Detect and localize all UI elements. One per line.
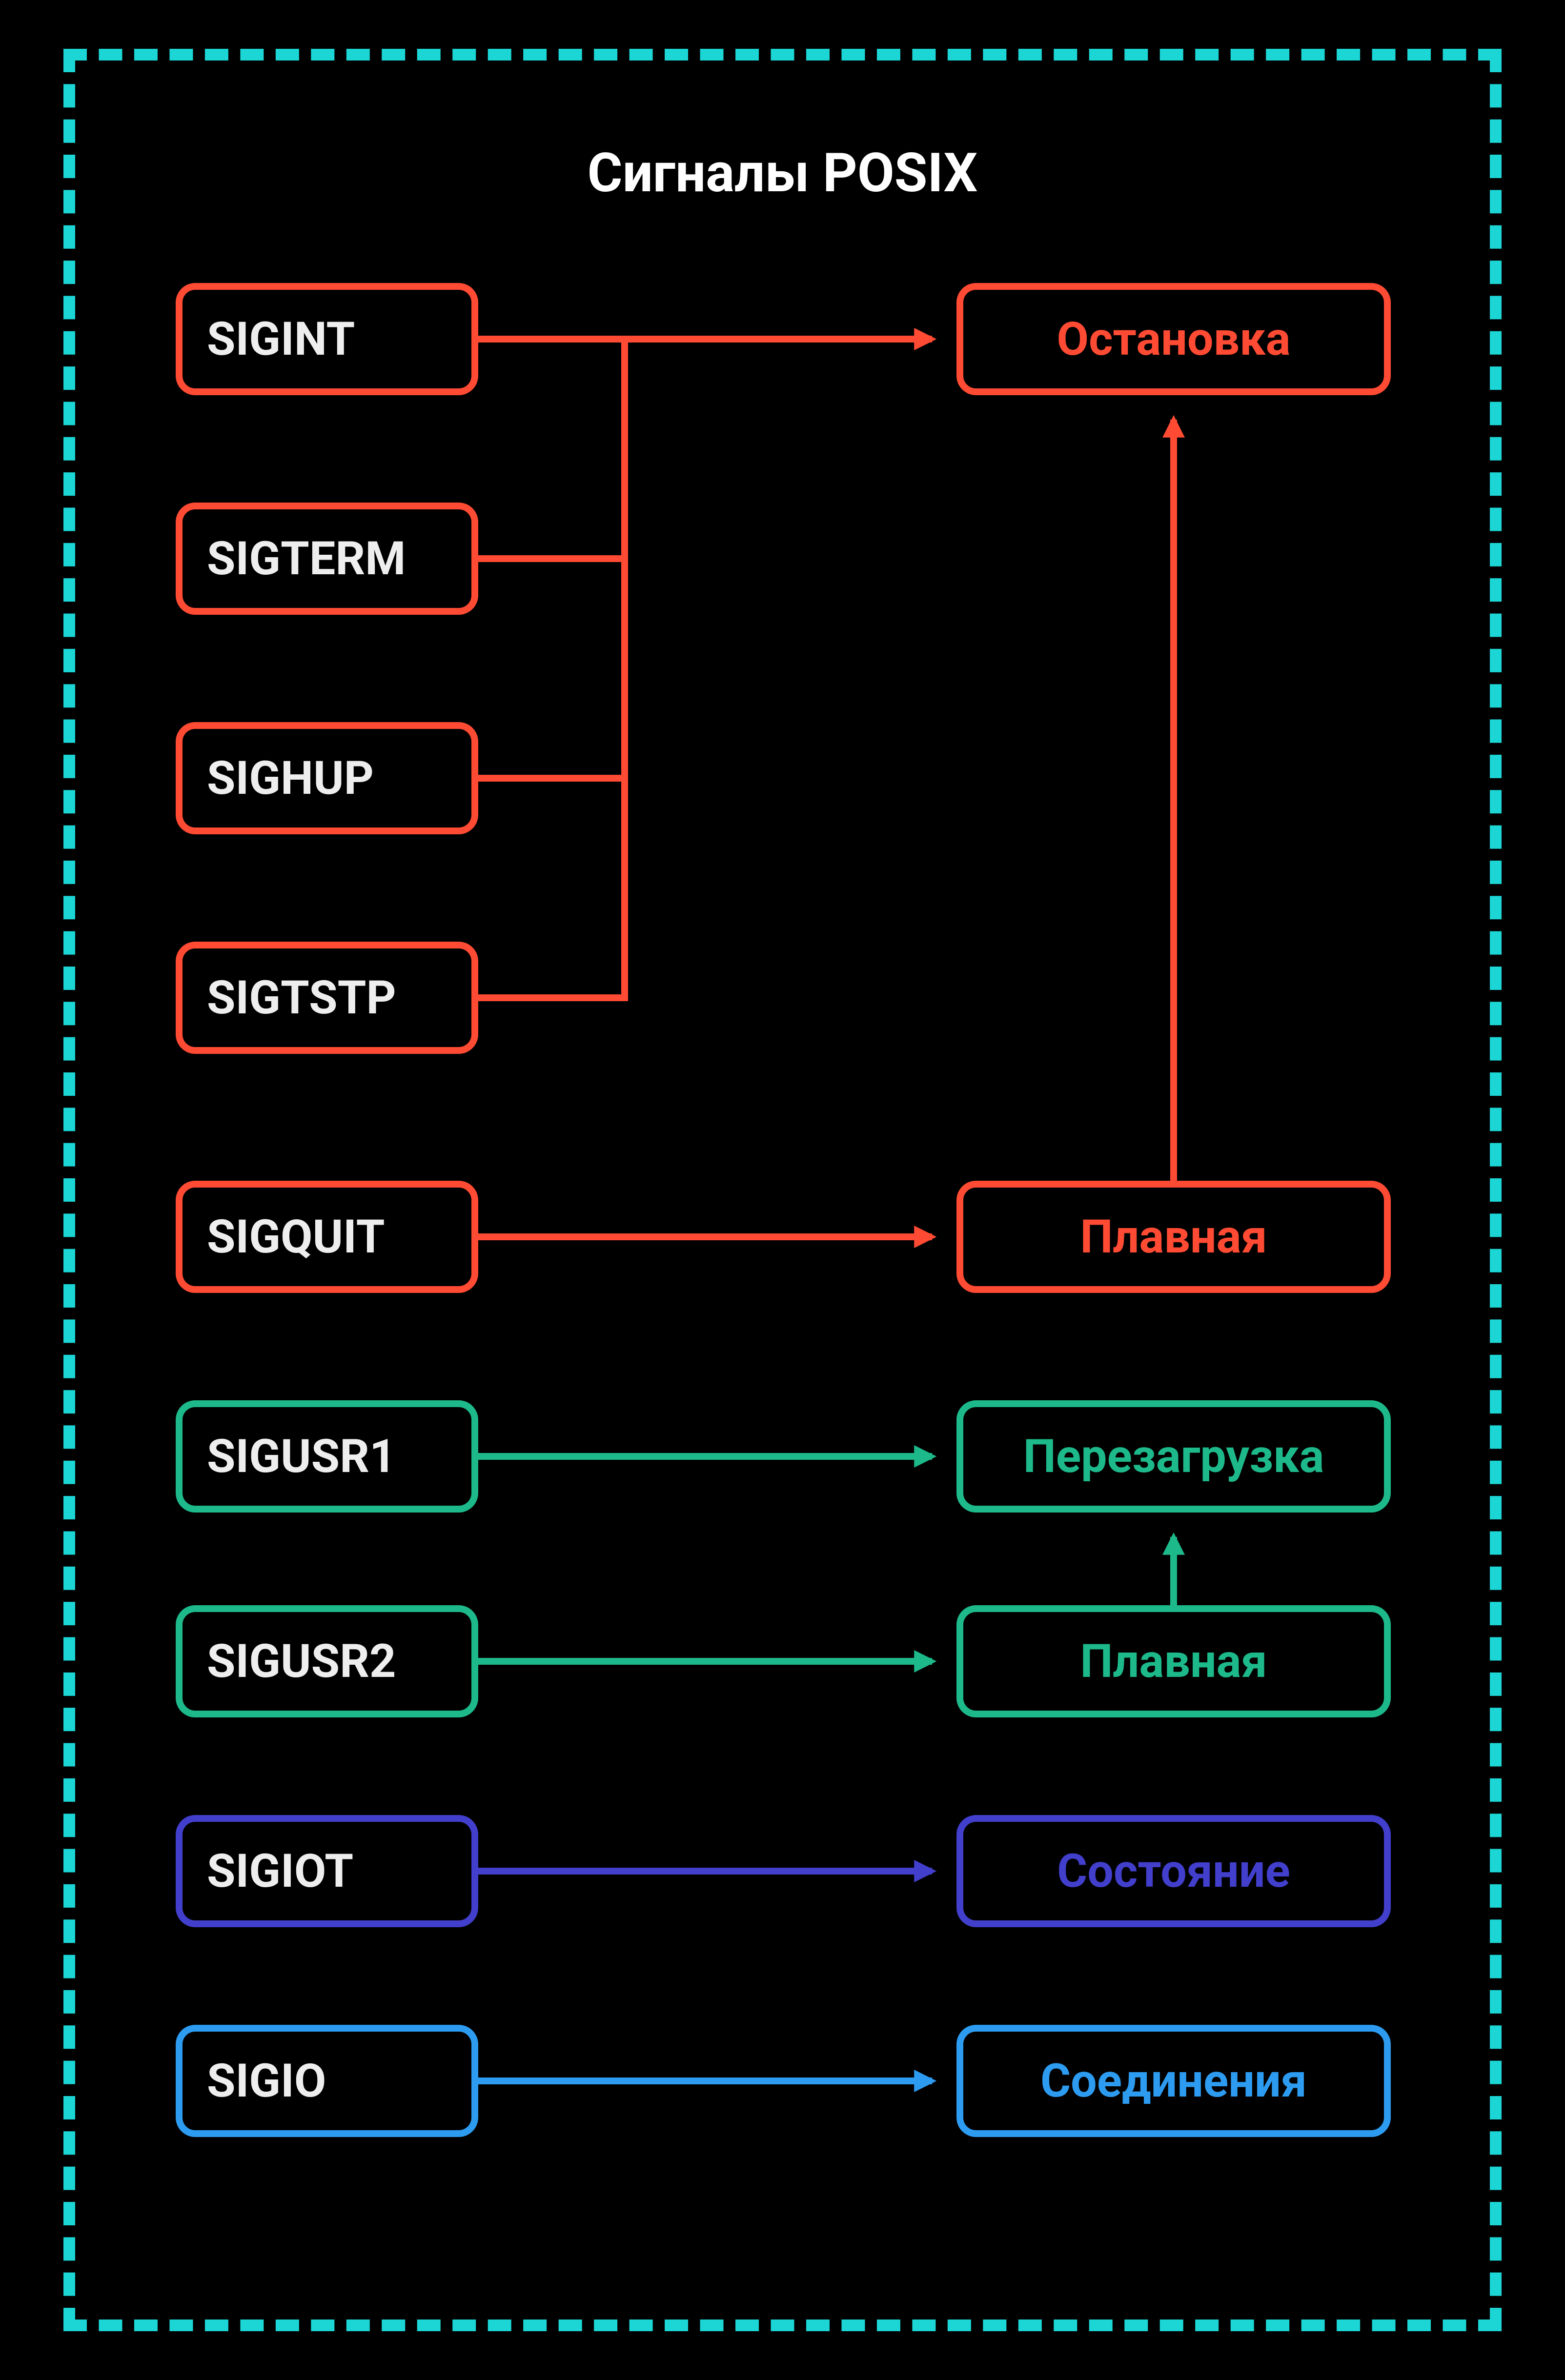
node-label-stop: Остановка bbox=[1057, 312, 1291, 366]
node-smooth1: Плавная bbox=[956, 1181, 1391, 1293]
node-label-smooth2: Плавная bbox=[1080, 1634, 1267, 1689]
node-smooth2: Плавная bbox=[956, 1605, 1391, 1717]
node-label-conn: Соединения bbox=[1040, 2054, 1307, 2108]
node-label-sigusr2: SIGUSR2 bbox=[207, 1634, 396, 1689]
node-sigquit: SIGQUIT bbox=[176, 1181, 478, 1293]
node-sigiot: SIGIOT bbox=[176, 1815, 478, 1927]
node-sigio: SIGIO bbox=[176, 2025, 478, 2137]
node-label-sigio: SIGIO bbox=[207, 2054, 326, 2108]
node-label-sigquit: SIGQUIT bbox=[207, 1210, 385, 1264]
node-conn: Соединения bbox=[956, 2025, 1391, 2137]
node-stop: Остановка bbox=[956, 283, 1391, 395]
node-sigint: SIGINT bbox=[176, 283, 478, 395]
node-label-state: Состояние bbox=[1057, 1844, 1290, 1898]
node-reload: Перезагрузка bbox=[956, 1400, 1391, 1513]
node-sigtstp: SIGTSTP bbox=[176, 942, 478, 1054]
node-label-sigtstp: SIGTSTP bbox=[207, 971, 396, 1025]
node-label-sighup: SIGHUP bbox=[207, 751, 374, 806]
node-sigusr1: SIGUSR1 bbox=[176, 1400, 478, 1513]
node-sigterm: SIGTERM bbox=[176, 503, 478, 615]
node-sigusr2: SIGUSR2 bbox=[176, 1605, 478, 1717]
node-label-smooth1: Плавная bbox=[1080, 1210, 1267, 1264]
node-label-sigusr1: SIGUSR1 bbox=[207, 1430, 396, 1484]
diagram-title: Сигналы POSIX bbox=[0, 141, 1565, 204]
node-sighup: SIGHUP bbox=[176, 722, 478, 834]
node-label-sigint: SIGINT bbox=[207, 312, 355, 366]
node-label-sigterm: SIGTERM bbox=[207, 532, 406, 586]
node-label-sigiot: SIGIOT bbox=[207, 1844, 353, 1898]
node-label-reload: Перезагрузка bbox=[1023, 1430, 1324, 1484]
node-state: Состояние bbox=[956, 1815, 1391, 1927]
